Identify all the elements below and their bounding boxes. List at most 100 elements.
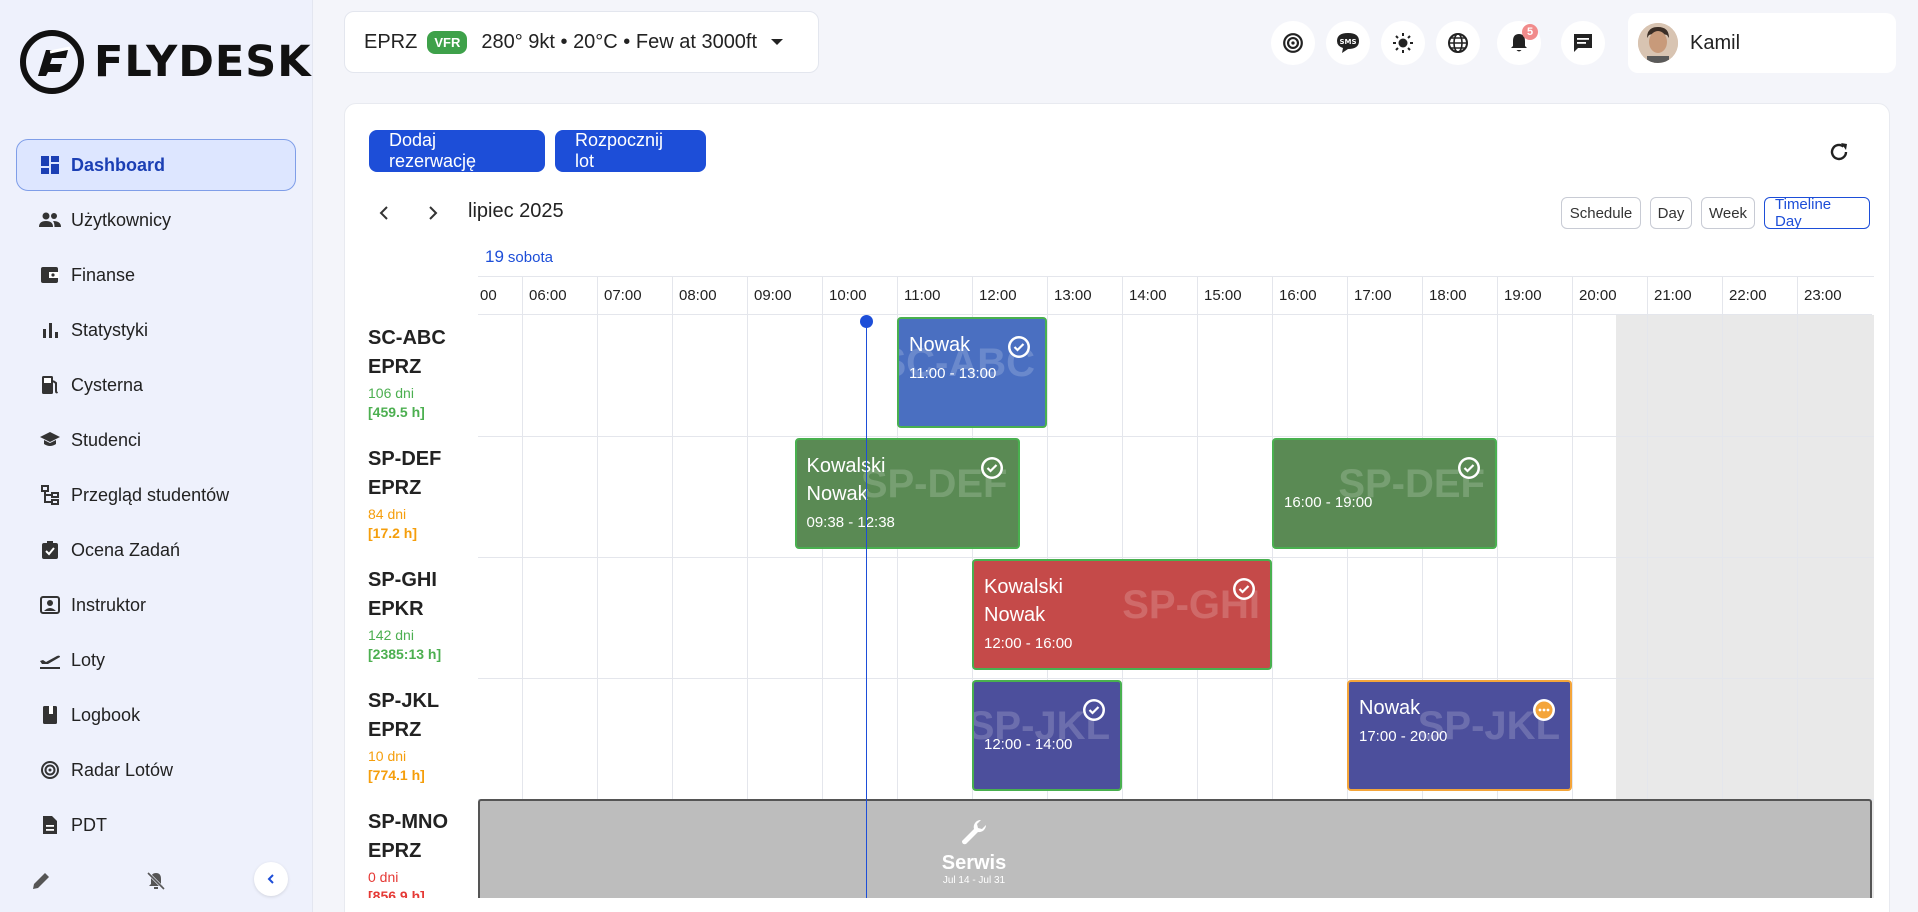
sidebar: FLYDESK Dashboard Użytkownicy Finanse St… (0, 0, 313, 912)
sidebar-item-student-review[interactable]: Przegląd studentów (16, 469, 296, 521)
weather-selector[interactable]: EPRZ VFR 280° 9kt • 20°C • Few at 3000ft (344, 11, 819, 73)
add-booking-button[interactable]: Dodaj rezerwację (369, 130, 545, 172)
sidebar-item-task-evaluation[interactable]: Ocena Zadań (16, 524, 296, 576)
current-time-line (865, 321, 867, 898)
hour-header: 11:00 (897, 277, 972, 315)
brand-logo[interactable]: FLYDESK (20, 30, 312, 94)
view-week-button[interactable]: Week (1701, 197, 1755, 229)
hour-gridline (522, 315, 523, 898)
sidebar-item-statistics[interactable]: Statystyki (16, 304, 296, 356)
dashboard-icon (39, 154, 61, 176)
confirmed-icon (1082, 698, 1106, 722)
next-period-button[interactable] (421, 200, 445, 226)
sidebar-item-label: Logbook (71, 704, 141, 725)
resource-label[interactable]: SP-GHI EPKR 142 dni [2385:13 h] (368, 566, 478, 662)
notifications-button[interactable]: 5 (1497, 21, 1541, 65)
clipboard-check-icon (39, 539, 61, 561)
confirmed-icon (980, 456, 1004, 480)
pending-icon (1532, 698, 1556, 722)
hour-header: 13:00 (1047, 277, 1122, 315)
inspection-days: 10 dni (368, 748, 407, 764)
sun-icon (1393, 33, 1413, 53)
theme-toggle-button[interactable] (1381, 21, 1425, 65)
notifications-off-icon[interactable] (143, 868, 169, 894)
aircraft-base: EPKR (368, 598, 424, 620)
sidebar-item-label: Loty (71, 649, 106, 670)
chevron-right-icon (429, 206, 438, 220)
sidebar-item-flight-radar[interactable]: Radar Lotów (16, 744, 296, 796)
event-time: 12:00 - 14:00 (984, 736, 1073, 753)
weather-summary: 280° 9kt • 20°C • Few at 3000ft (481, 30, 758, 53)
hour-header: 06:00 (522, 277, 597, 315)
booking-event[interactable]: SP-JKL Nowak 17:00 - 20:00 (1347, 680, 1572, 791)
sidebar-item-students[interactable]: Studenci (16, 414, 296, 466)
inspection-days: 84 dni (368, 506, 407, 522)
booking-event[interactable]: SP-DEF 16:00 - 19:00 (1272, 438, 1497, 549)
event-pilots: Nowak (1359, 694, 1560, 722)
booking-event[interactable]: SP-GHI Kowalski Nowak 12:00 - 16:00 (972, 559, 1272, 670)
user-menu[interactable]: Kamil (1628, 13, 1896, 73)
maintenance-block[interactable]: Serwis Jul 14 - Jul 31 (478, 799, 1872, 898)
previous-period-button[interactable] (372, 200, 396, 226)
event-time: 17:00 - 20:00 (1359, 728, 1448, 745)
sidebar-item-label: Cysterna (71, 374, 144, 395)
sidebar-item-instructor[interactable]: Instruktor (16, 579, 296, 631)
edit-icon[interactable] (28, 868, 54, 894)
hour-header: 15:00 (1197, 277, 1272, 315)
aircraft-registration: SC-ABC (368, 327, 446, 349)
pilot-name: Nowak (1359, 697, 1421, 719)
sidebar-item-label: Ocena Zadań (71, 539, 181, 560)
hour-header: 08:00 (672, 277, 747, 315)
sidebar-item-tank[interactable]: Cysterna (16, 359, 296, 411)
sidebar-item-pdt[interactable]: PDT (16, 799, 296, 851)
inspection-days: 0 dni (368, 869, 399, 885)
event-pilots: Nowak (909, 331, 1035, 359)
wallet-icon (39, 264, 61, 286)
confirmed-icon (1232, 577, 1256, 601)
sidebar-item-users[interactable]: Użytkownicy (16, 194, 296, 246)
hour-header: 20:00 (1572, 277, 1647, 315)
event-time: 12:00 - 16:00 (984, 635, 1073, 652)
view-timeline-day-button[interactable]: Timeline Day (1764, 196, 1870, 230)
resource-label[interactable]: SP-DEF EPRZ 84 dni [17.2 h] (368, 445, 478, 541)
booking-event[interactable]: SP-JKL 12:00 - 14:00 (972, 680, 1122, 791)
event-pilots: Kowalski Nowak (984, 573, 1260, 629)
remaining-hours: [774.1 h] (368, 767, 425, 783)
view-day-button[interactable]: Day (1650, 197, 1692, 229)
row-divider (478, 678, 1874, 679)
hour-gridline (1572, 315, 1573, 898)
collapse-sidebar-button[interactable] (254, 862, 288, 896)
sidebar-item-finance[interactable]: Finanse (16, 249, 296, 301)
sidebar-item-label: Statystyki (71, 319, 149, 340)
booking-event[interactable]: SP-DEF Kowalski Nowak 09:38 - 12:38 (794, 438, 1020, 549)
hour-gridline (597, 315, 598, 898)
date-header[interactable]: 19 sobota (485, 247, 553, 267)
sidebar-item-flights[interactable]: Loty (16, 634, 296, 686)
sidebar-item-dashboard[interactable]: Dashboard (16, 139, 296, 191)
resource-label[interactable]: SC-ABC EPRZ 106 dni [459.5 h] (368, 324, 478, 420)
sidebar-nav: Dashboard Użytkownicy Finanse Statystyki… (16, 139, 296, 854)
sms-button[interactable]: SMS (1326, 21, 1370, 65)
event-pilots: Kowalski Nowak (807, 452, 1008, 508)
hour-gridline (672, 315, 673, 898)
resource-label[interactable]: SP-MNO EPRZ 0 dni [856.9 h] (368, 808, 478, 898)
timeline-grid[interactable]: 00 06:00 07:00 08:00 09:00 10:00 11:00 12:00 13:… (478, 276, 1874, 898)
sidebar-item-logbook[interactable]: Logbook (16, 689, 296, 741)
sidebar-item-label: PDT (71, 814, 107, 835)
refresh-button[interactable] (1825, 138, 1853, 166)
aircraft-registration: SP-DEF (368, 448, 442, 470)
chevron-left-icon (379, 206, 388, 220)
start-flight-button[interactable]: Rozpocznij lot (555, 130, 706, 172)
sidebar-item-label: Instruktor (71, 594, 147, 615)
radar-button[interactable] (1271, 21, 1315, 65)
language-button[interactable] (1436, 21, 1480, 65)
resource-column: SC-ABC EPRZ 106 dni [459.5 h] SP-DEF EPRZ 84 d… (358, 276, 478, 898)
remaining-hours: [459.5 h] (368, 404, 425, 420)
view-schedule-button[interactable]: Schedule (1561, 197, 1641, 229)
timeline: SC-ABC EPRZ 106 dni [459.5 h] SP-DEF EPRZ 84 d… (358, 276, 1874, 898)
hour-header: 14:00 (1122, 277, 1197, 315)
messages-button[interactable] (1561, 21, 1605, 65)
day-name: sobota (507, 249, 553, 266)
resource-label[interactable]: SP-JKL EPRZ 10 dni [774.1 h] (368, 687, 478, 783)
